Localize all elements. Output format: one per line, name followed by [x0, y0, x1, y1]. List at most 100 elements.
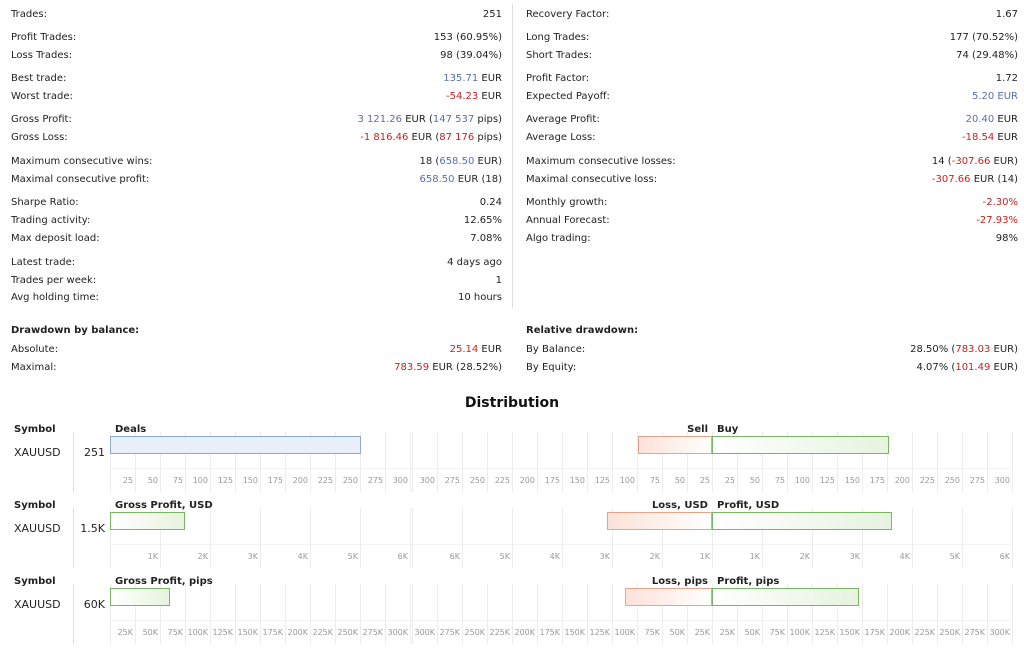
grid-line	[512, 584, 513, 644]
grid-line	[912, 432, 913, 492]
grid-line	[812, 584, 813, 644]
pos-tick-label: 75	[774, 476, 785, 485]
left-tick-label: 25K	[117, 628, 133, 637]
stat-trades-per-week: Trades per week: 1	[11, 275, 502, 286]
symbol-divider	[73, 432, 74, 492]
pos-tick-label: 250K	[939, 628, 960, 637]
distribution-block-profit-pips: Symbol Gross Profit, pips Loss, pips Pro…	[0, 576, 1024, 648]
positive-value-bar	[712, 512, 892, 530]
negative-value-bar	[638, 436, 712, 454]
neg-tick-label: 300	[419, 476, 435, 485]
grid-line	[562, 432, 563, 492]
pos-tick-label: 150K	[839, 628, 860, 637]
grid-line	[762, 584, 763, 644]
grid-line	[712, 584, 713, 644]
grid-line	[385, 432, 386, 492]
pos-tick-label: 200K	[889, 628, 910, 637]
symbol-value: XAUUSD	[14, 522, 61, 535]
grid-line	[310, 432, 311, 492]
grid-line	[512, 508, 513, 568]
grid-line	[285, 584, 286, 644]
grid-line	[335, 584, 336, 644]
neg-tick-label: 150	[569, 476, 585, 485]
left-tick-label: 100K	[187, 628, 208, 637]
grid-line	[110, 584, 111, 644]
left-tick-label: 1K	[147, 552, 158, 561]
neg-tick-label: 175	[544, 476, 560, 485]
distribution-title: Distribution	[464, 395, 560, 411]
distribution-block-profit-usd: Symbol Gross Profit, USD Loss, USD Profi…	[0, 500, 1024, 575]
grid-line	[912, 508, 913, 568]
neg-tick-label: 75	[649, 476, 660, 485]
drawdown-section: Drawdown by balance: Absolute: 25.14 EUR …	[0, 319, 1024, 379]
relative-by-equity: By Equity: 4.07% (101.49 EUR)	[526, 362, 1018, 373]
pos-tick-label: 100	[794, 476, 810, 485]
pos-tick-label: 225	[919, 476, 935, 485]
pos-tick-label: 50K	[744, 628, 760, 637]
grid-line	[260, 508, 261, 568]
grid-line	[412, 432, 413, 492]
left-value-bar	[110, 588, 170, 606]
grid-line	[562, 508, 563, 568]
pos-tick-label: 175K	[864, 628, 885, 637]
stat-monthly-growth: Monthly growth: -2.30%	[526, 197, 1018, 208]
symbol-header: Symbol	[14, 576, 56, 587]
grid-line	[110, 432, 111, 492]
neg-tick-label: 250K	[464, 628, 485, 637]
profit-header: Profit, pips	[717, 576, 780, 587]
left-tick-label: 6K	[397, 552, 408, 561]
grid-line	[812, 432, 813, 492]
left-tick-label: 250	[342, 476, 358, 485]
stat-gross-loss: Gross Loss: -1 816.46 EUR (87 176 pips)	[11, 132, 502, 143]
neg-tick-label: 3K	[599, 552, 610, 561]
pos-tick-label: 5K	[949, 552, 960, 561]
stat-loss-trades: Loss Trades: 98 (39.04%)	[11, 50, 502, 61]
pos-tick-label: 275K	[964, 628, 985, 637]
grid-line	[862, 432, 863, 492]
grid-line	[762, 508, 763, 568]
grid-line	[360, 584, 361, 644]
grid-line	[962, 584, 963, 644]
total-value: 60K	[83, 598, 105, 611]
grid-line	[737, 584, 738, 644]
left-tick-label: 25	[122, 476, 133, 485]
left-tick-label: 2K	[197, 552, 208, 561]
stat-profit-factor: Profit Factor: 1.72	[526, 73, 1018, 84]
left-value-bar	[110, 512, 185, 530]
stat-average-profit: Average Profit: 20.40 EUR	[526, 114, 1018, 125]
pos-tick-label: 25K	[719, 628, 735, 637]
grid-line	[662, 508, 663, 568]
neg-tick-label: 200K	[514, 628, 535, 637]
grid-line	[662, 584, 663, 644]
neg-tick-label: 100K	[614, 628, 635, 637]
grid-line	[712, 432, 713, 492]
stat-algo-trading: Algo trading: 98%	[526, 233, 1018, 244]
drawdown-maximal: Maximal: 783.59 EUR (28.52%)	[11, 362, 502, 373]
grid-line	[537, 584, 538, 644]
loss-header: Loss, USD	[651, 500, 708, 511]
grid-line	[1012, 508, 1013, 568]
pos-tick-label: 100K	[789, 628, 810, 637]
grid-line	[185, 432, 186, 492]
sell-header: Sell	[687, 424, 708, 435]
pos-tick-label: 250	[944, 476, 960, 485]
left-tick-label: 75K	[167, 628, 183, 637]
stat-gross-profit: Gross Profit: 3 121.26 EUR (147 537 pips)	[11, 114, 502, 125]
neg-tick-label: 125K	[589, 628, 610, 637]
symbol-divider	[73, 584, 74, 644]
chart-baseline	[110, 620, 1012, 621]
left-tick-label: 225	[317, 476, 333, 485]
grid-line	[260, 584, 261, 644]
grid-line	[235, 432, 236, 492]
grid-line	[512, 432, 513, 492]
neg-tick-label: 6K	[449, 552, 460, 561]
grid-line	[310, 508, 311, 568]
left-tick-label: 125	[217, 476, 233, 485]
left-tick-label: 5K	[347, 552, 358, 561]
grid-line	[862, 508, 863, 568]
grid-line	[210, 432, 211, 492]
positive-value-bar	[712, 436, 889, 454]
stat-trades: Trades: 251	[11, 9, 502, 20]
neg-tick-label: 100	[619, 476, 635, 485]
grid-line	[235, 584, 236, 644]
